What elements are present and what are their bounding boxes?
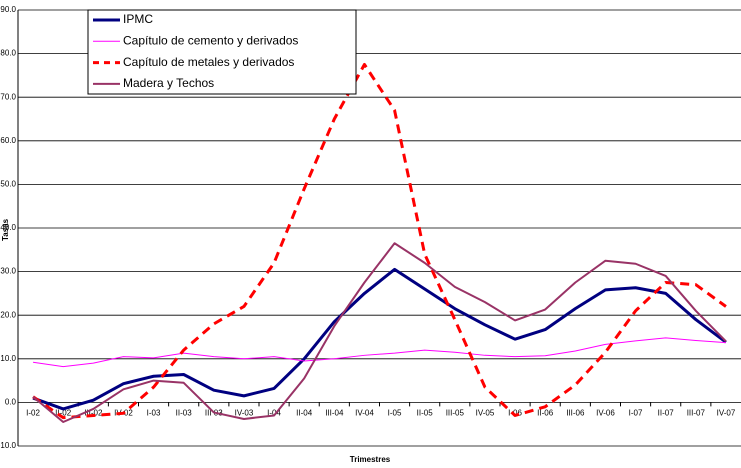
x-tick-label: III-06 <box>566 409 585 418</box>
x-tick-label: I-05 <box>388 409 402 418</box>
y-tick-label: 60.0 <box>0 136 16 145</box>
y-tick-label: -10.0 <box>0 441 17 450</box>
series-line <box>32 242 727 424</box>
x-tick-label: IV-05 <box>476 409 495 418</box>
legend: IPMC Capítulo de cemento y derivados Capít… <box>87 9 357 95</box>
y-tick-label: 0.0 <box>5 398 17 407</box>
y-tick-label: 30.0 <box>0 267 16 276</box>
x-tick-label: II-02 <box>55 409 72 418</box>
x-tick-label: II-06 <box>537 409 554 418</box>
series-line <box>32 63 727 420</box>
series-line <box>32 337 726 368</box>
series-line <box>32 267 727 411</box>
y-tick-label: 80.0 <box>0 49 16 58</box>
x-axis-title: Trimestres <box>350 455 391 464</box>
x-tick-label: III-02 <box>84 409 103 418</box>
legend-box <box>87 9 357 95</box>
legend-label: Capítulo de metales y derivados <box>123 55 294 69</box>
y-tick-label: 50.0 <box>0 180 16 189</box>
x-tick-label: IV-03 <box>235 409 254 418</box>
x-tick-label: I-07 <box>629 409 643 418</box>
x-tick-label: II-05 <box>417 409 434 418</box>
x-tick-label: I-02 <box>26 409 40 418</box>
y-tick-label: 20.0 <box>0 310 16 319</box>
y-axis-title: Tasas <box>1 218 10 241</box>
x-tick-label: II-03 <box>176 409 193 418</box>
x-tick-label: III-07 <box>687 409 706 418</box>
legend-label: Capítulo de cemento y derivados <box>123 33 298 47</box>
x-tick-label: III-04 <box>325 409 344 418</box>
x-tick-label: III-05 <box>446 409 465 418</box>
x-tick-label: I-06 <box>508 409 522 418</box>
legend-label: IPMC <box>123 12 153 26</box>
y-tick-label: 10.0 <box>0 354 16 363</box>
y-tick-label: 40.0 <box>0 223 16 232</box>
x-tick-label: IV-06 <box>596 409 615 418</box>
x-tick-label: II-04 <box>296 409 313 418</box>
legend-label: Madera y Techos <box>123 76 214 90</box>
x-tick-label: I-03 <box>147 409 161 418</box>
x-tick-label: II-07 <box>658 409 675 418</box>
y-tick-label: 90.0 <box>0 5 16 14</box>
x-tick-label: I-04 <box>267 409 281 418</box>
x-tick-label: IV-04 <box>355 409 374 418</box>
x-tick-label: IV-07 <box>717 409 736 418</box>
y-tick-label: 70.0 <box>0 92 16 101</box>
